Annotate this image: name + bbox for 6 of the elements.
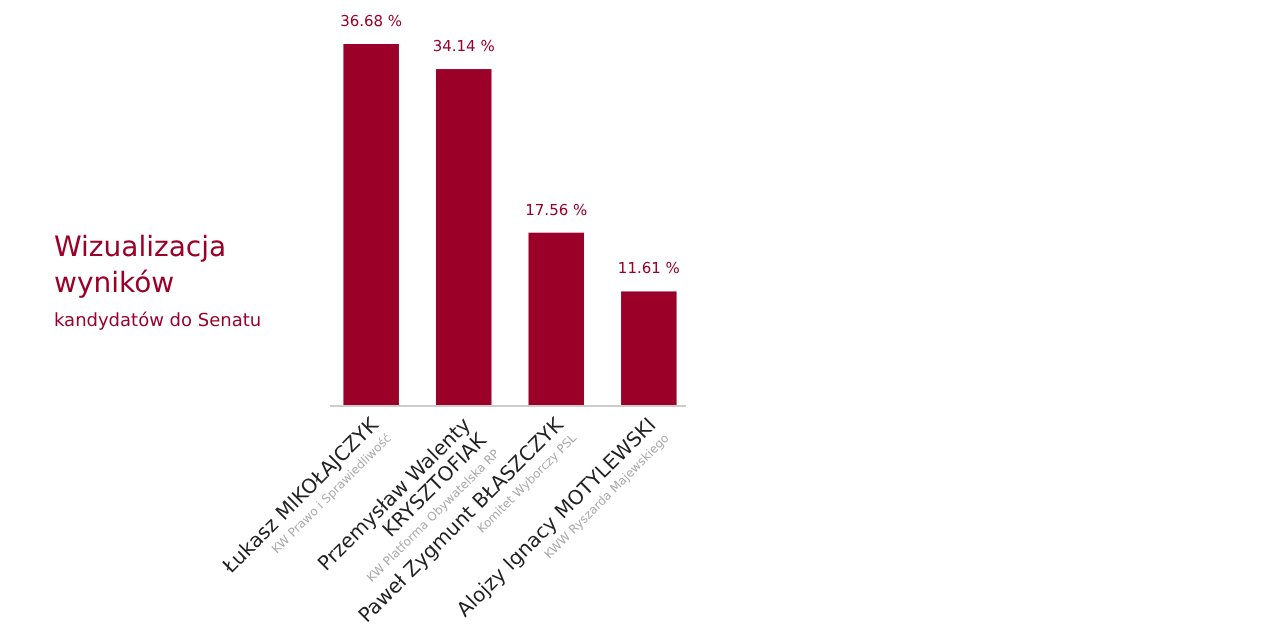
text: kandydatów do Senatu: [54, 310, 262, 332]
bar: [528, 232, 585, 406]
bar: [343, 44, 399, 406]
text: Wizualizacja wyników: [54, 232, 227, 300]
bar: [621, 291, 677, 406]
bar: [435, 69, 492, 406]
